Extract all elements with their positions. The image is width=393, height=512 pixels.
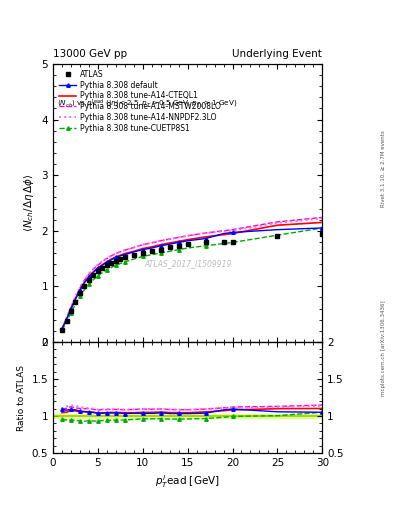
ATLAS [82, 283, 87, 289]
ATLAS [132, 252, 136, 258]
Legend: ATLAS, Pythia 8.308 default, Pythia 8.308 tune-A14-CTEQL1, Pythia 8.308 tune-A14: ATLAS, Pythia 8.308 default, Pythia 8.30… [56, 67, 224, 136]
ATLAS [118, 256, 123, 262]
ATLAS [69, 308, 73, 314]
ATLAS [100, 265, 105, 271]
ATLAS [114, 258, 118, 264]
Text: 13000 GeV pp: 13000 GeV pp [53, 49, 127, 59]
ATLAS [123, 254, 127, 261]
ATLAS [230, 239, 235, 245]
ATLAS [140, 250, 145, 256]
ATLAS [60, 327, 64, 333]
ATLAS [275, 232, 280, 239]
ATLAS [320, 230, 325, 237]
X-axis label: $p_T^l$ead [GeV]: $p_T^l$ead [GeV] [155, 474, 220, 490]
Y-axis label: $\langle N_{ch}/ \Delta\eta\,\Delta\phi\rangle$: $\langle N_{ch}/ \Delta\eta\,\Delta\phi\… [22, 174, 36, 232]
ATLAS [78, 290, 83, 296]
ATLAS [64, 318, 69, 324]
Text: Rivet 3.1.10, ≥ 2.7M events: Rivet 3.1.10, ≥ 2.7M events [381, 131, 386, 207]
ATLAS [91, 272, 96, 279]
Y-axis label: Ratio to ATLAS: Ratio to ATLAS [17, 365, 26, 431]
ATLAS [86, 277, 91, 283]
Text: ATLAS_2017_I1509919: ATLAS_2017_I1509919 [144, 260, 231, 269]
ATLAS [185, 241, 190, 247]
ATLAS [109, 260, 114, 266]
Bar [53, 414, 322, 418]
ATLAS [221, 239, 226, 245]
ATLAS [158, 247, 163, 253]
Line: ATLAS: ATLAS [60, 231, 325, 332]
ATLAS [176, 243, 181, 249]
Text: Underlying Event: Underlying Event [232, 49, 322, 59]
ATLAS [73, 299, 78, 305]
ATLAS [167, 244, 172, 250]
ATLAS [149, 248, 154, 254]
Text: $\langle N_{ch}\rangle$ vs $p_T^{\rm lead}$ ($|\eta|<2.5, p_T>0.5$ GeV, $p_{T_1}: $\langle N_{ch}\rangle$ vs $p_T^{\rm lea… [57, 97, 237, 111]
ATLAS [105, 262, 109, 268]
ATLAS [203, 240, 208, 246]
Text: mcplots.cern.ch [arXiv:1306.3436]: mcplots.cern.ch [arXiv:1306.3436] [381, 301, 386, 396]
ATLAS [95, 268, 100, 274]
